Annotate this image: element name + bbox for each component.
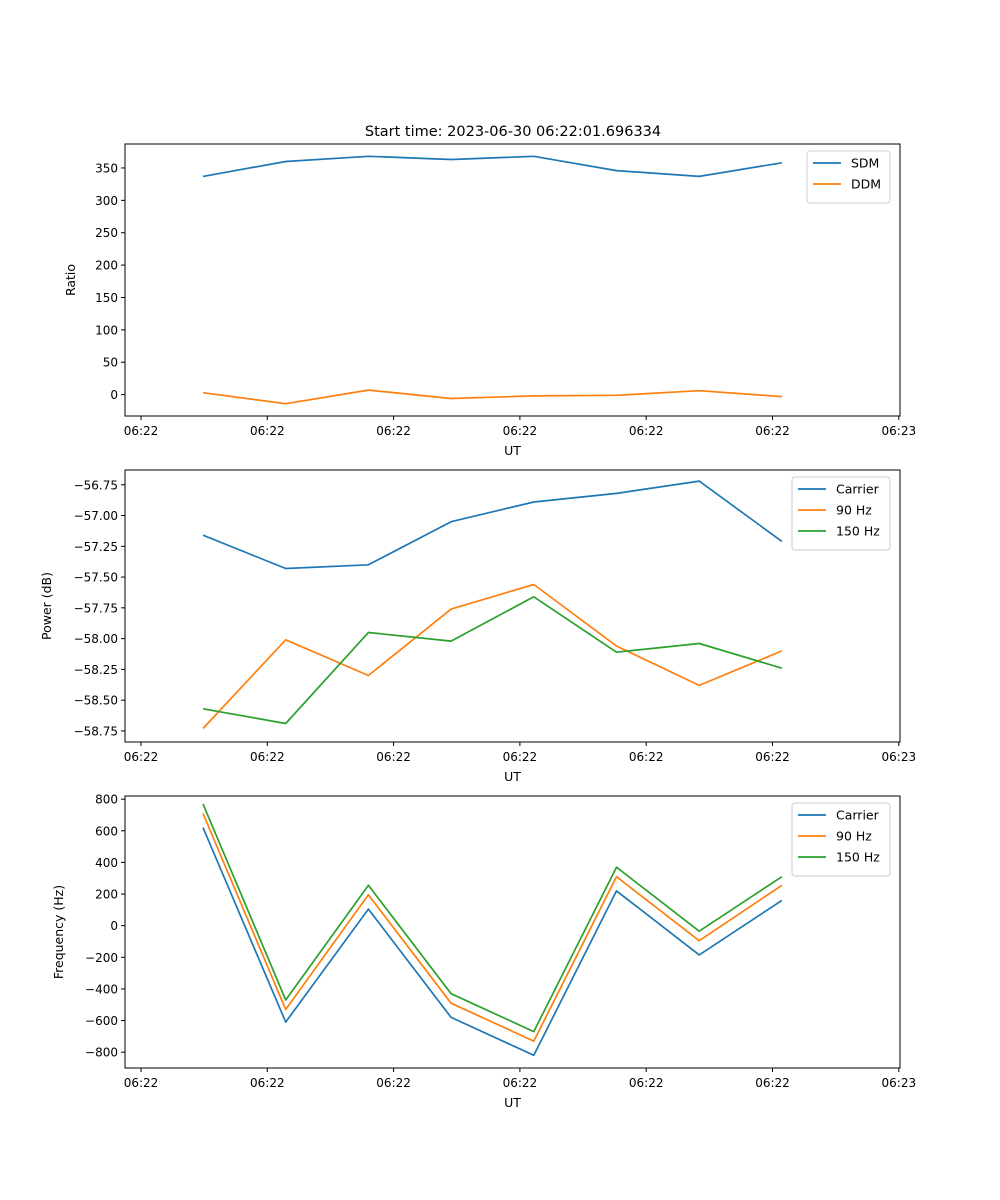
x-tick-label: 06:22: [503, 750, 538, 764]
legend-label: 150 Hz: [836, 524, 880, 539]
series-line-150-hz: [202, 803, 783, 1033]
legend: Carrier 90 Hz 150 Hz: [791, 476, 891, 551]
series-line-150-hz: [202, 595, 783, 725]
y-tick-label: 600: [95, 824, 118, 838]
x-tick-label: 06:23: [882, 750, 917, 764]
x-tick-label: 06:22: [755, 1076, 790, 1090]
legend-label: 90 Hz: [836, 829, 872, 844]
y-tick-label: −57.50: [74, 571, 118, 585]
series-line-carrier: [202, 480, 783, 570]
y-tick-label: −600: [85, 1014, 118, 1028]
y-tick-label: −800: [85, 1046, 118, 1060]
series-line-carrier: [202, 827, 783, 1057]
y-tick-label: −57.00: [74, 509, 118, 523]
legend-label: 90 Hz: [836, 503, 872, 518]
y-tick-label: 200: [95, 259, 118, 273]
y-tick-label: −58.25: [74, 663, 118, 677]
legend-label: Carrier: [836, 808, 880, 823]
y-tick-label: 200: [95, 888, 118, 902]
x-tick-label: 06:22: [250, 424, 285, 438]
axes-frame: [124, 469, 901, 743]
x-tick-label: 06:23: [882, 424, 917, 438]
y-tick-label: 250: [95, 226, 118, 240]
y-tick-label: −57.25: [74, 540, 118, 554]
y-tick-label: 0: [110, 388, 118, 402]
y-tick-label: 300: [95, 194, 118, 208]
x-tick-label: 06:22: [755, 424, 790, 438]
x-axis-label: UT: [504, 769, 521, 784]
y-tick-label: 100: [95, 323, 118, 337]
legend-label: SDM: [851, 156, 879, 171]
x-tick-label: 06:22: [376, 424, 411, 438]
x-tick-label: 06:22: [629, 750, 664, 764]
x-tick-label: 06:22: [629, 1076, 664, 1090]
x-tick-label: 06:22: [250, 1076, 285, 1090]
frequency-panel: −800 −600 −400 −200 0 200 400 600 800 06:22 06:22 0…: [51, 793, 916, 1110]
y-tick-label: −58.75: [74, 724, 118, 738]
legend-label: 150 Hz: [836, 850, 880, 865]
y-axis-label: Ratio: [63, 264, 78, 296]
y-tick-label: −400: [85, 982, 118, 996]
axes-frame: [124, 143, 901, 417]
x-tick-label: 06:22: [124, 750, 159, 764]
axes-frame: [124, 795, 901, 1069]
x-axis-label: UT: [504, 1095, 521, 1110]
series-line-90-hz: [202, 813, 783, 1042]
legend-box: [806, 150, 891, 204]
legend: Carrier 90 Hz 150 Hz: [791, 802, 891, 877]
legend-label: DDM: [851, 177, 881, 192]
y-tick-label: 0: [110, 919, 118, 933]
x-tick-label: 06:22: [250, 750, 285, 764]
x-axis-label: UT: [504, 443, 521, 458]
x-tick-label: 06:22: [124, 1076, 159, 1090]
y-tick-label: 50: [103, 356, 118, 370]
legend-label: Carrier: [836, 482, 880, 497]
y-tick-label: −200: [85, 951, 118, 965]
x-tick-label: 06:22: [376, 1076, 411, 1090]
power-panel: −58.75 −58.50 −58.25 −58.00 −57.75 −57.50 −57.…: [39, 469, 917, 784]
y-tick-label: −58.50: [74, 694, 118, 708]
x-tick-label: 06:22: [629, 424, 664, 438]
x-tick-label: 06:22: [376, 750, 411, 764]
series-line-90-hz: [202, 583, 783, 730]
x-tick-label: 06:22: [124, 424, 159, 438]
y-tick-label: −57.75: [74, 601, 118, 615]
x-tick-label: 06:23: [882, 1076, 917, 1090]
x-tick-label: 06:22: [755, 750, 790, 764]
y-axis-label: Frequency (Hz): [51, 885, 66, 979]
y-tick-label: 150: [95, 291, 118, 305]
y-tick-label: 350: [95, 161, 118, 175]
x-tick-label: 06:22: [503, 424, 538, 438]
y-tick-label: −56.75: [74, 478, 118, 492]
ratio-panel: 0 50 100 150 200 250 300 350 06:22 06:22 06:22 06:2…: [63, 143, 917, 458]
y-tick-label: 400: [95, 856, 118, 870]
legend: SDM DDM: [806, 150, 891, 204]
series-line-sdm: [202, 155, 783, 178]
y-axis-label: Power (dB): [39, 572, 54, 640]
figure-title: Start time: 2023-06-30 06:22:01.696334: [365, 124, 661, 140]
series-line-ddm: [202, 389, 782, 405]
y-tick-label: 800: [95, 793, 118, 807]
y-tick-label: −58.00: [74, 632, 118, 646]
x-tick-label: 06:22: [503, 1076, 538, 1090]
